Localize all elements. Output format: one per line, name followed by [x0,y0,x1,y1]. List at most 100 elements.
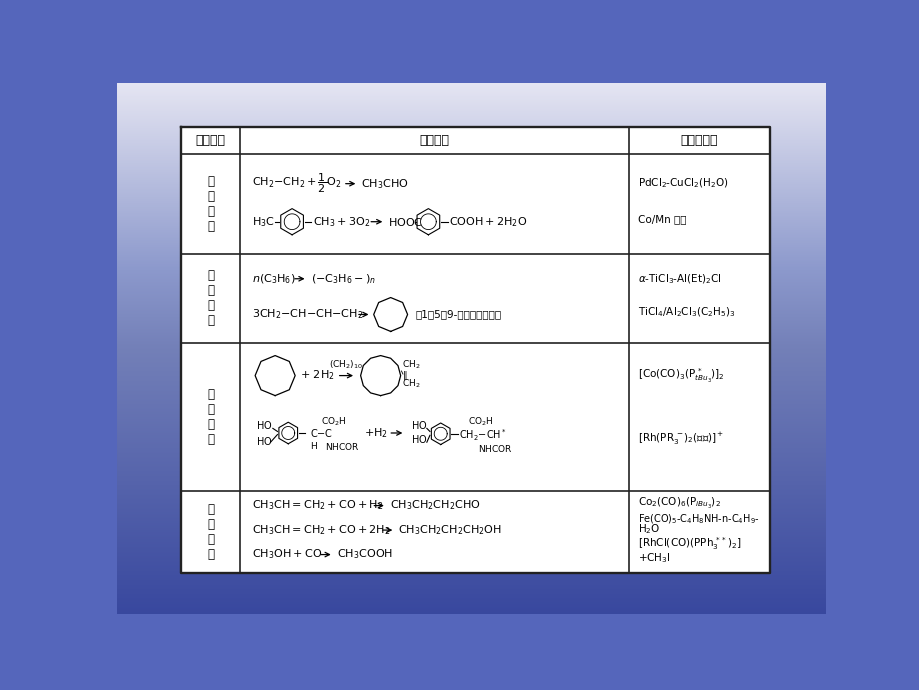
Bar [117,428,825,429]
Bar [117,419,825,420]
Bar [117,544,825,545]
Bar [117,133,825,134]
Bar [117,534,825,535]
Bar [117,112,825,113]
Bar [117,548,825,549]
Bar [117,410,825,411]
Text: $\mathrm{CH_3CH_2CH_2CH_2OH}$: $\mathrm{CH_3CH_2CH_2CH_2OH}$ [398,523,502,537]
Bar [117,357,825,359]
Bar [117,390,825,391]
Bar [117,197,825,198]
Text: $\mathrm{CH_2}$: $\mathrm{CH_2}$ [402,377,420,390]
Bar [117,551,825,552]
Bar [117,610,825,611]
Bar [117,177,825,178]
Bar [117,338,825,339]
Bar [117,404,825,406]
Bar [117,555,825,556]
Bar [117,253,825,254]
Bar [117,207,825,208]
Bar [117,212,825,213]
Bar [117,162,825,163]
Bar [117,565,825,566]
Bar [117,356,825,357]
Bar [117,613,825,614]
Bar [117,315,825,316]
Text: $\mathrm{HO}$: $\mathrm{HO}$ [411,420,427,431]
Bar [117,531,825,532]
Bar [117,537,825,538]
Bar [117,505,825,506]
Bar [117,267,825,268]
Bar [117,359,825,360]
Bar [117,587,825,588]
Text: $+\mathrm{CH_3I}$: $+\mathrm{CH_3I}$ [637,551,670,564]
Bar [117,290,825,291]
Bar [117,519,825,520]
Bar [117,594,825,595]
Bar [117,460,825,461]
Bar [117,483,825,484]
Text: Co/Mn 离子: Co/Mn 离子 [637,214,686,224]
Text: 反应类型: 反应类型 [196,134,225,147]
Bar [117,563,825,564]
Bar [117,270,825,271]
Bar [117,504,825,505]
Bar [117,580,825,581]
Bar [117,436,825,437]
Bar [117,343,825,344]
Bar [117,540,825,541]
Bar [117,366,825,367]
Bar [117,355,825,356]
Bar [117,120,825,121]
Bar [117,485,825,486]
Bar [117,601,825,602]
Bar [117,190,825,191]
Bar [117,431,825,432]
Bar [117,279,825,280]
Bar [117,111,825,112]
Bar [117,205,825,206]
Bar [117,175,825,176]
Bar [117,529,825,530]
Bar [117,238,825,239]
Bar [117,297,825,298]
Bar [117,193,825,194]
Bar [117,442,825,443]
Bar [117,135,825,136]
Bar [117,333,825,334]
Text: $\mathrm{CH_3CH{=}CH_2 + CO + 2H_2}$: $\mathrm{CH_3CH{=}CH_2 + CO + 2H_2}$ [252,523,390,537]
Bar [117,96,825,97]
Bar [117,183,825,184]
Bar [117,489,825,490]
Bar [117,493,825,494]
Bar [117,490,825,491]
Bar [117,590,825,591]
Bar [117,526,825,527]
Bar [117,579,825,580]
Bar [117,605,825,606]
Bar [117,477,825,479]
Bar [117,492,825,493]
Bar [117,468,825,469]
Bar [117,318,825,319]
Bar [117,337,825,338]
Bar [117,497,825,499]
Bar [117,423,825,424]
Bar [117,150,825,151]
Bar [117,189,825,190]
Bar [117,597,825,598]
Bar [117,95,825,96]
Bar [117,232,825,233]
Bar [117,271,825,273]
Bar [117,259,825,260]
Bar [117,462,825,463]
Bar [117,285,825,286]
Bar [117,461,825,462]
Bar [117,298,825,299]
Text: $\mathrm{CH_2{-}CH^*}$: $\mathrm{CH_2{-}CH^*}$ [459,428,506,443]
Bar [117,588,825,589]
Bar [117,515,825,516]
Text: $\mathrm{CH_2{-}CH_2} + \dfrac{1}{2}\mathrm{O_2}$: $\mathrm{CH_2{-}CH_2} + \dfrac{1}{2}\mat… [252,172,341,195]
Text: $\mathrm{CH_3CHO}$: $\mathrm{CH_3CHO}$ [361,177,409,190]
